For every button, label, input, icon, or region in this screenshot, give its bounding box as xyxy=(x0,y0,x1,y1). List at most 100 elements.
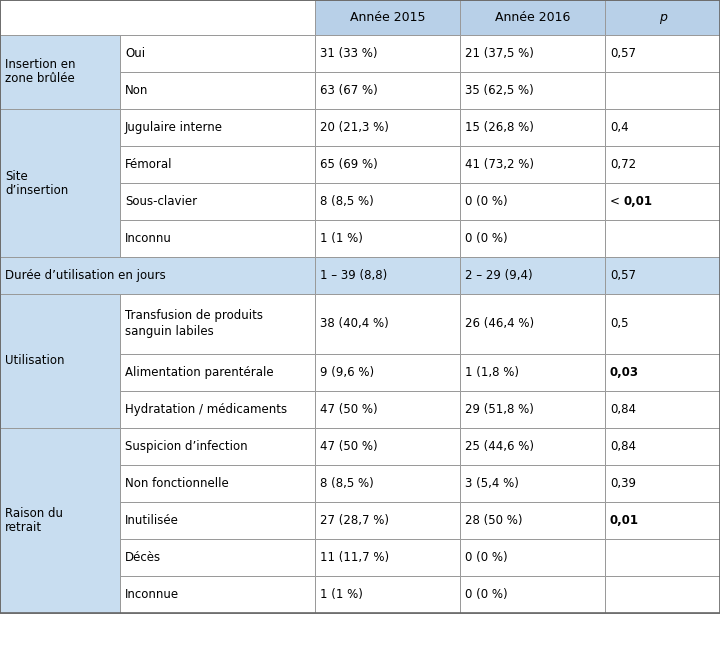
Bar xyxy=(605,220,720,257)
Text: 2 – 29 (9,4): 2 – 29 (9,4) xyxy=(465,269,533,282)
Bar xyxy=(460,391,605,428)
Text: 1 (1,8 %): 1 (1,8 %) xyxy=(465,366,519,379)
Text: 0,01: 0,01 xyxy=(610,514,639,527)
Bar xyxy=(315,502,460,539)
Text: Durée d’utilisation en jours: Durée d’utilisation en jours xyxy=(5,269,166,282)
Text: 26 (46,4 %): 26 (46,4 %) xyxy=(465,318,534,330)
Text: p: p xyxy=(659,11,667,24)
Bar xyxy=(0,257,120,294)
Bar xyxy=(0,220,120,257)
Bar xyxy=(605,354,720,391)
Bar xyxy=(315,183,460,220)
Text: 0,39: 0,39 xyxy=(610,477,636,490)
Text: 0,57: 0,57 xyxy=(610,47,636,60)
Text: Site: Site xyxy=(5,170,28,182)
Bar xyxy=(315,146,460,183)
Bar xyxy=(460,257,605,294)
Bar xyxy=(0,428,120,613)
Text: 0,4: 0,4 xyxy=(610,121,629,134)
Text: Année 2016: Année 2016 xyxy=(495,11,570,24)
Text: Raison du: Raison du xyxy=(5,507,63,520)
Bar xyxy=(460,428,605,465)
Text: 27 (28,7 %): 27 (28,7 %) xyxy=(320,514,389,527)
Bar xyxy=(0,183,120,220)
Text: 31 (33 %): 31 (33 %) xyxy=(320,47,377,60)
Bar xyxy=(0,391,120,428)
Text: 47 (50 %): 47 (50 %) xyxy=(320,403,377,416)
Bar xyxy=(460,72,605,109)
Text: Suspicion d’infection: Suspicion d’infection xyxy=(125,440,248,453)
Text: 25 (44,6 %): 25 (44,6 %) xyxy=(465,440,534,453)
Text: Sous-clavier: Sous-clavier xyxy=(125,195,197,208)
Bar xyxy=(460,539,605,576)
Text: 0,84: 0,84 xyxy=(610,440,636,453)
Bar xyxy=(120,220,315,257)
Text: Non fonctionnelle: Non fonctionnelle xyxy=(125,477,229,490)
Bar xyxy=(120,391,315,428)
Bar xyxy=(460,183,605,220)
Bar xyxy=(605,391,720,428)
Bar xyxy=(0,294,120,428)
Text: sanguin labiles: sanguin labiles xyxy=(125,326,214,338)
Bar xyxy=(315,72,460,109)
Bar xyxy=(0,428,120,465)
Bar xyxy=(605,0,720,35)
Bar xyxy=(0,539,120,576)
Text: 0,03: 0,03 xyxy=(610,366,639,379)
Bar xyxy=(0,576,120,613)
Bar xyxy=(315,257,460,294)
Text: Transfusion de produits: Transfusion de produits xyxy=(125,310,263,322)
Bar xyxy=(0,0,315,35)
Bar xyxy=(315,109,460,146)
Text: d’insertion: d’insertion xyxy=(5,184,68,196)
Bar xyxy=(605,294,720,354)
Bar xyxy=(315,391,460,428)
Bar xyxy=(315,539,460,576)
Bar xyxy=(605,35,720,72)
Bar xyxy=(460,109,605,146)
Text: 0 (0 %): 0 (0 %) xyxy=(465,551,508,564)
Bar xyxy=(605,109,720,146)
Bar xyxy=(460,0,605,35)
Bar xyxy=(605,539,720,576)
Text: Jugulaire interne: Jugulaire interne xyxy=(125,121,223,134)
Text: 0,57: 0,57 xyxy=(610,269,636,282)
Text: 0,5: 0,5 xyxy=(610,318,629,330)
Bar xyxy=(460,146,605,183)
Text: Non: Non xyxy=(125,84,148,97)
Bar xyxy=(605,465,720,502)
Bar xyxy=(120,502,315,539)
Text: 0,84: 0,84 xyxy=(610,403,636,416)
Bar xyxy=(315,576,460,613)
Text: 8 (8,5 %): 8 (8,5 %) xyxy=(320,195,374,208)
Text: 1 (1 %): 1 (1 %) xyxy=(320,232,363,245)
Text: 0,01: 0,01 xyxy=(623,195,652,208)
Bar xyxy=(120,428,315,465)
Bar xyxy=(315,354,460,391)
Bar xyxy=(315,35,460,72)
Bar xyxy=(120,257,315,294)
Text: 41 (73,2 %): 41 (73,2 %) xyxy=(465,158,534,171)
Bar xyxy=(0,72,120,109)
Bar xyxy=(460,502,605,539)
Text: 8 (8,5 %): 8 (8,5 %) xyxy=(320,477,374,490)
Text: Année 2015: Année 2015 xyxy=(350,11,426,24)
Bar xyxy=(460,35,605,72)
Bar xyxy=(0,35,120,109)
Bar xyxy=(0,465,120,502)
Text: 38 (40,4 %): 38 (40,4 %) xyxy=(320,318,389,330)
Text: Oui: Oui xyxy=(125,47,145,60)
Bar xyxy=(315,220,460,257)
Text: 0 (0 %): 0 (0 %) xyxy=(465,232,508,245)
Text: Inconnu: Inconnu xyxy=(125,232,172,245)
Text: 9 (9,6 %): 9 (9,6 %) xyxy=(320,366,374,379)
Bar xyxy=(605,502,720,539)
Text: 20 (21,3 %): 20 (21,3 %) xyxy=(320,121,389,134)
Text: <: < xyxy=(610,195,624,208)
Text: Alimentation parentérale: Alimentation parentérale xyxy=(125,366,274,379)
Text: 1 – 39 (8,8): 1 – 39 (8,8) xyxy=(320,269,387,282)
Bar xyxy=(0,109,120,257)
Text: 63 (67 %): 63 (67 %) xyxy=(320,84,378,97)
Text: Inconnue: Inconnue xyxy=(125,588,179,601)
Bar xyxy=(460,220,605,257)
